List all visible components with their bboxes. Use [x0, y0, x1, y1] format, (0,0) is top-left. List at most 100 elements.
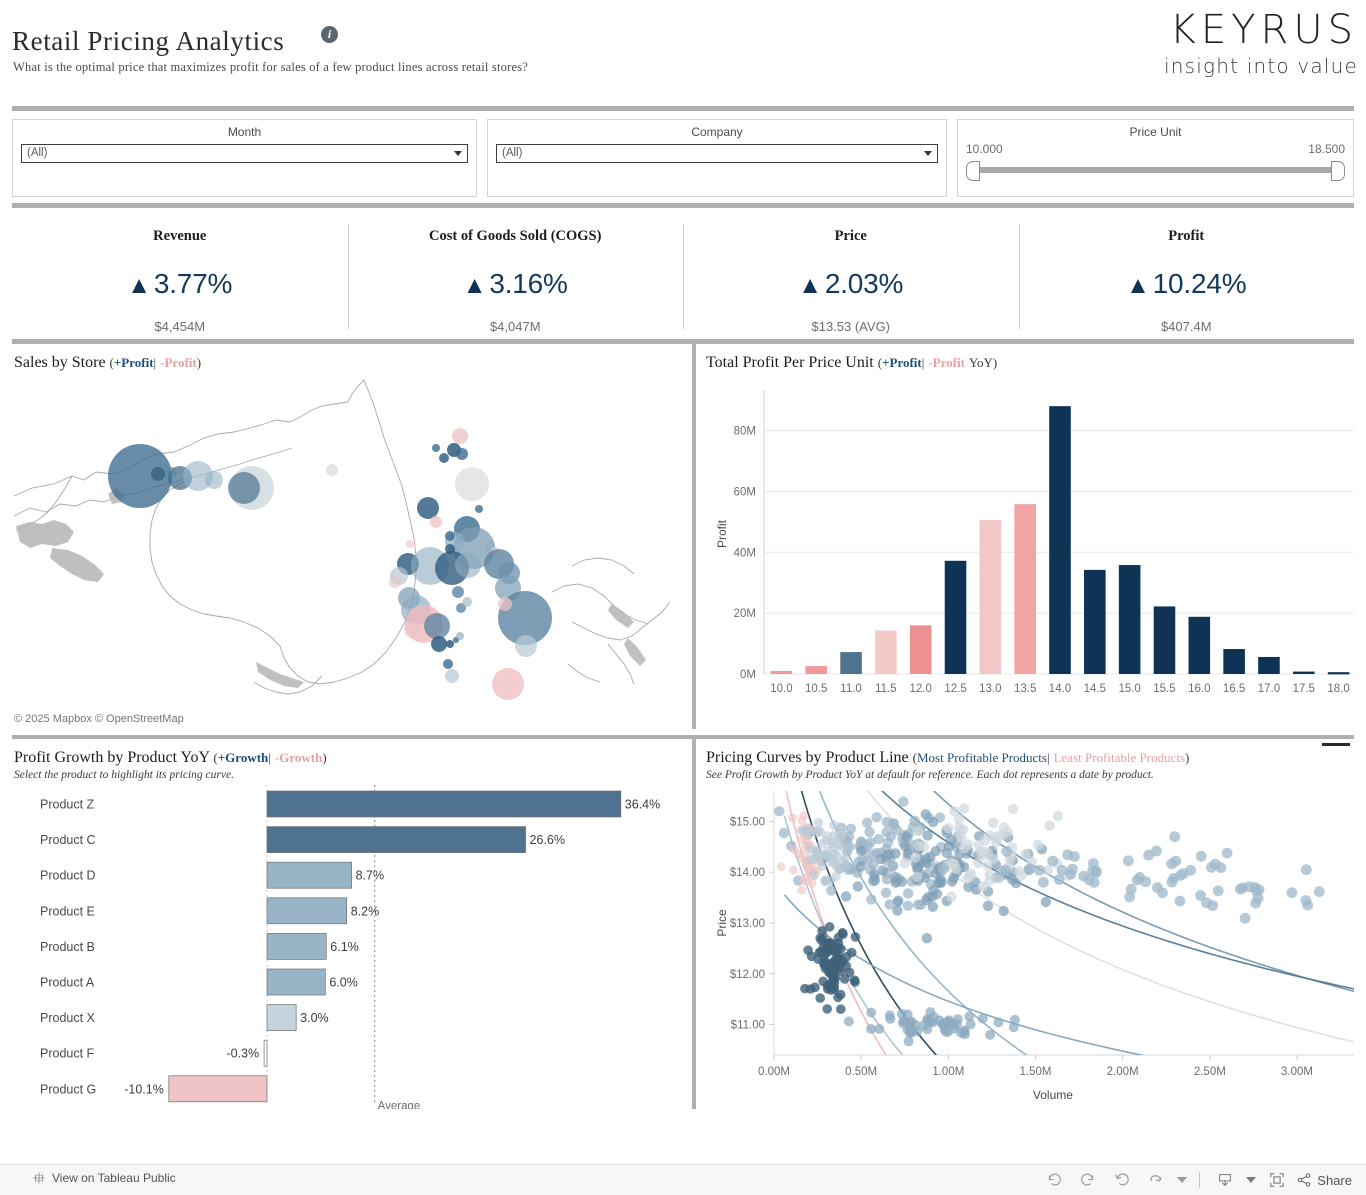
- scatter-point[interactable]: [828, 854, 838, 865]
- scatter-point[interactable]: [817, 926, 827, 936]
- scatter-point[interactable]: [901, 831, 912, 842]
- scatter-point[interactable]: [839, 974, 850, 984]
- scatter-point[interactable]: [867, 850, 878, 861]
- scatter-point[interactable]: [975, 846, 986, 857]
- scatter-point[interactable]: [845, 823, 857, 834]
- scatter-point[interactable]: [1209, 858, 1221, 870]
- bar[interactable]: [263, 1039, 268, 1067]
- scatter-point[interactable]: [1286, 887, 1298, 899]
- scatter-point[interactable]: [1001, 846, 1013, 857]
- info-icon[interactable]: i: [321, 26, 338, 43]
- scatter-point[interactable]: [812, 846, 823, 857]
- scatter-point[interactable]: [815, 993, 825, 1003]
- scatter-point[interactable]: [1053, 874, 1065, 885]
- slider-track[interactable]: [972, 167, 1339, 173]
- scatter-point[interactable]: [797, 885, 807, 895]
- scatter-point[interactable]: [800, 983, 810, 994]
- scatter-point[interactable]: [813, 817, 824, 828]
- scatter-point[interactable]: [998, 905, 1009, 917]
- scatter-point[interactable]: [920, 809, 931, 820]
- scatter-point[interactable]: [905, 1026, 916, 1037]
- scatter-point[interactable]: [928, 816, 939, 828]
- scatter-point[interactable]: [911, 871, 923, 883]
- category-label[interactable]: Product F: [40, 1047, 95, 1061]
- scatter-point[interactable]: [1152, 882, 1163, 894]
- scatter-point[interactable]: [828, 843, 839, 853]
- bar[interactable]: [1292, 671, 1315, 674]
- scatter-point[interactable]: [837, 842, 848, 852]
- scatter-point[interactable]: [855, 861, 866, 872]
- scatter-point[interactable]: [1047, 855, 1059, 867]
- category-label[interactable]: Product Z: [40, 798, 95, 812]
- scatter-point[interactable]: [809, 870, 820, 880]
- company-dropdown[interactable]: (All): [496, 144, 938, 163]
- bar[interactable]: [1327, 672, 1350, 675]
- scatter-point[interactable]: [902, 900, 914, 911]
- download-icon[interactable]: [1210, 1169, 1240, 1191]
- profit-bar-chart[interactable]: 0M 20M 40M 60M 80M Profit 10.0 10.5 11.0 11.5 12.0…: [704, 374, 1354, 714]
- bar[interactable]: [875, 630, 897, 674]
- map-bubble[interactable]: [424, 613, 450, 639]
- scatter-point[interactable]: [938, 863, 949, 874]
- map-bubble[interactable]: [462, 597, 472, 607]
- category-label[interactable]: Product E: [40, 904, 95, 918]
- scatter-point[interactable]: [912, 826, 924, 837]
- scatter-point[interactable]: [833, 950, 844, 961]
- price-unit-range-slider[interactable]: 10.000 18.500: [966, 142, 1345, 181]
- scatter-point[interactable]: [871, 812, 882, 823]
- scatter-point[interactable]: [982, 900, 994, 912]
- scatter-point[interactable]: [1009, 1014, 1020, 1025]
- scatter-point[interactable]: [817, 839, 827, 849]
- scatter-point[interactable]: [866, 894, 877, 905]
- scatter-point[interactable]: [899, 858, 910, 869]
- map-bubble[interactable]: [432, 444, 440, 452]
- scatter-point[interactable]: [898, 796, 909, 807]
- scatter-point[interactable]: [921, 933, 933, 944]
- scatter-point[interactable]: [940, 1026, 951, 1037]
- scatter-point[interactable]: [1020, 848, 1031, 860]
- bar[interactable]: [979, 520, 1002, 674]
- category-label[interactable]: Product B: [40, 940, 95, 954]
- map-bubble[interactable]: [439, 453, 449, 463]
- scatter-point[interactable]: [1122, 855, 1134, 867]
- scatter-point[interactable]: [956, 832, 967, 844]
- scatter-point[interactable]: [840, 854, 850, 864]
- scatter-point[interactable]: [922, 830, 933, 841]
- scatter-point[interactable]: [949, 806, 960, 817]
- scatter-point[interactable]: [988, 853, 999, 864]
- scatter-point[interactable]: [1090, 867, 1102, 878]
- scatter-point[interactable]: [903, 888, 914, 899]
- scatter-point[interactable]: [925, 1007, 936, 1018]
- bar[interactable]: [770, 670, 793, 674]
- month-dropdown[interactable]: (All): [21, 144, 468, 163]
- scatter-point[interactable]: [946, 891, 957, 902]
- map-bubble[interactable]: [406, 540, 414, 548]
- pricing-curve[interactable]: [785, 783, 1355, 993]
- bar[interactable]: [168, 1075, 268, 1103]
- scatter-point[interactable]: [825, 875, 836, 886]
- refresh-icon[interactable]: [1141, 1169, 1171, 1191]
- undo-icon[interactable]: [1039, 1169, 1069, 1191]
- scatter-point[interactable]: [1151, 845, 1162, 857]
- scatter-point[interactable]: [948, 872, 959, 883]
- scatter-point[interactable]: [912, 863, 923, 875]
- category-label[interactable]: Product C: [40, 833, 96, 847]
- scatter-point[interactable]: [1083, 874, 1095, 886]
- scatter-point[interactable]: [1040, 896, 1052, 908]
- scatter-point[interactable]: [1024, 863, 1035, 875]
- scatter-point[interactable]: [1237, 882, 1248, 894]
- scatter-point[interactable]: [873, 833, 884, 845]
- bar[interactable]: [805, 666, 828, 674]
- scatter-point[interactable]: [1014, 865, 1025, 877]
- scatter-point[interactable]: [1044, 820, 1055, 831]
- scatter-point[interactable]: [988, 817, 999, 828]
- share-button[interactable]: Share: [1296, 1172, 1356, 1188]
- pricing-curve[interactable]: [785, 783, 1355, 1043]
- scatter-point[interactable]: [802, 827, 812, 837]
- scatter-point[interactable]: [959, 1029, 970, 1040]
- scatter-point[interactable]: [1174, 895, 1186, 907]
- map-bubble[interactable]: [108, 444, 172, 508]
- scatter-point[interactable]: [977, 881, 989, 892]
- scatter-point[interactable]: [1010, 877, 1022, 889]
- scatter-point[interactable]: [1007, 803, 1019, 815]
